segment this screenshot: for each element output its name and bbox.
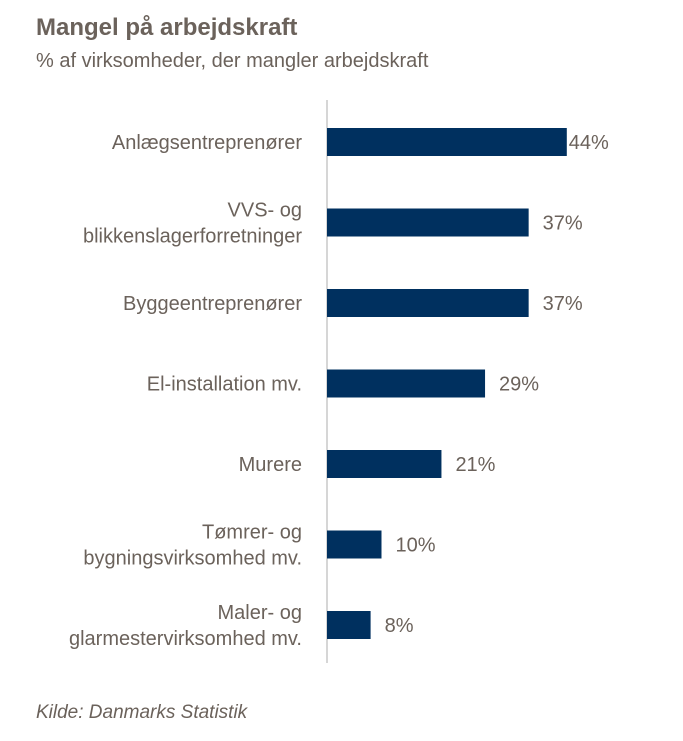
data-label: 37% <box>543 293 583 315</box>
category-label: Murere <box>239 454 302 476</box>
data-label: 10% <box>396 535 436 557</box>
bar <box>327 611 371 639</box>
bar <box>327 289 529 317</box>
bar <box>327 128 567 156</box>
data-label: 37% <box>543 213 583 235</box>
data-label: 29% <box>499 374 539 396</box>
bar <box>327 208 529 237</box>
category-label: Anlægsentreprenører <box>112 132 302 154</box>
category-label: bygningsvirksomhed mv. <box>83 548 302 570</box>
source-note: Kilde: Danmarks Statistik <box>36 702 248 723</box>
chart-subtitle: % af virksomheder, der mangler arbejdskr… <box>36 50 429 72</box>
bar <box>327 369 486 398</box>
category-label: Maler- og <box>218 602 302 624</box>
category-label: blikkenslagerforretninger <box>83 226 302 248</box>
category-label: Byggeentreprenører <box>123 293 302 315</box>
bar <box>327 530 382 559</box>
category-label: El-installation mv. <box>147 374 302 396</box>
category-label: VVS- og <box>228 200 302 222</box>
bar <box>327 450 442 478</box>
chart-title: Mangel på arbejdskraft <box>36 14 298 41</box>
category-label: Tømrer- og <box>202 522 302 544</box>
category-label: glarmestervirksomhed mv. <box>69 628 302 650</box>
data-label: 21% <box>455 454 495 476</box>
data-label: 8% <box>385 615 414 637</box>
data-label: 44% <box>569 132 609 154</box>
